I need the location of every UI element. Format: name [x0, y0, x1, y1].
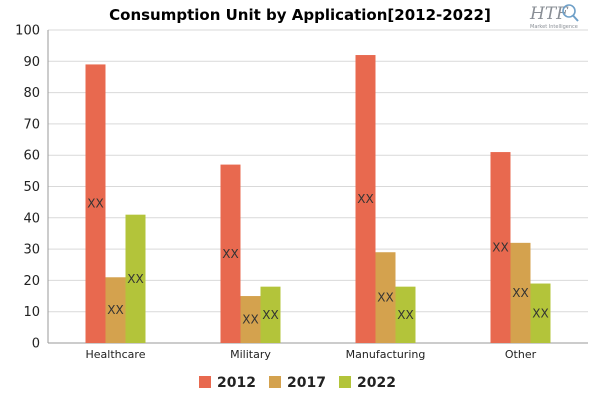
bar [260, 286, 281, 343]
data-label: XX [87, 197, 103, 211]
bar [510, 242, 531, 343]
y-axis: 0 10 20 30 40 50 60 70 80 90 100 [15, 24, 49, 352]
bar [355, 55, 376, 343]
data-label: XX [107, 303, 123, 317]
bar [530, 283, 551, 343]
bar [395, 286, 416, 343]
data-label: XX [222, 247, 238, 261]
y-tick-label: 50 [23, 180, 40, 195]
legend-label: 2012 [217, 375, 256, 391]
data-label: XX [397, 308, 413, 322]
legend-swatch [199, 376, 211, 388]
x-tick-label: Healthcare [86, 348, 146, 361]
bar [490, 152, 511, 343]
y-tick-label: 70 [23, 117, 40, 132]
magnifier-globe-icon [562, 4, 579, 22]
data-label: XX [242, 313, 258, 327]
chart-title: Consumption Unit by Application[2012-202… [109, 6, 491, 24]
y-tick-label: 60 [23, 149, 40, 164]
data-label: XX [127, 272, 143, 286]
bar [240, 296, 261, 343]
bar [105, 277, 126, 343]
legend-label: 2022 [357, 375, 396, 391]
x-tick-label: Military [230, 348, 271, 361]
bar [125, 214, 146, 343]
data-label: XX [492, 241, 508, 255]
x-tick-label: Manufacturing [346, 348, 426, 361]
y-tick-label: 20 [23, 274, 40, 289]
y-tick-label: 80 [23, 86, 40, 101]
data-label: XX [262, 308, 278, 322]
y-tick-label: 0 [32, 337, 40, 352]
y-tick-label: 40 [23, 211, 40, 226]
data-label: XX [532, 306, 548, 320]
y-tick-label: 10 [23, 305, 40, 320]
logo: HTF Market Intelligence [529, 4, 579, 30]
bars: XX XX XX XX XX XX XX XX XX XX XX XX [85, 55, 551, 344]
data-label: XX [512, 286, 528, 300]
data-label: XX [357, 192, 373, 206]
bar [220, 164, 241, 343]
logo-text: HTF [529, 4, 569, 24]
y-tick-label: 100 [15, 24, 40, 39]
x-axis: Healthcare Military Manufacturing Other [86, 348, 537, 361]
logo-subtext: Market Intelligence [530, 24, 578, 30]
y-tick-label: 30 [23, 243, 40, 258]
bar [375, 252, 396, 343]
legend: 2012 2017 2022 [199, 375, 396, 391]
data-label: XX [377, 291, 393, 305]
legend-label: 2017 [287, 375, 326, 391]
legend-swatch [269, 376, 281, 388]
x-tick-label: Other [505, 348, 537, 361]
y-tick-label: 90 [23, 55, 40, 70]
legend-swatch [339, 376, 351, 388]
bar [85, 64, 106, 344]
